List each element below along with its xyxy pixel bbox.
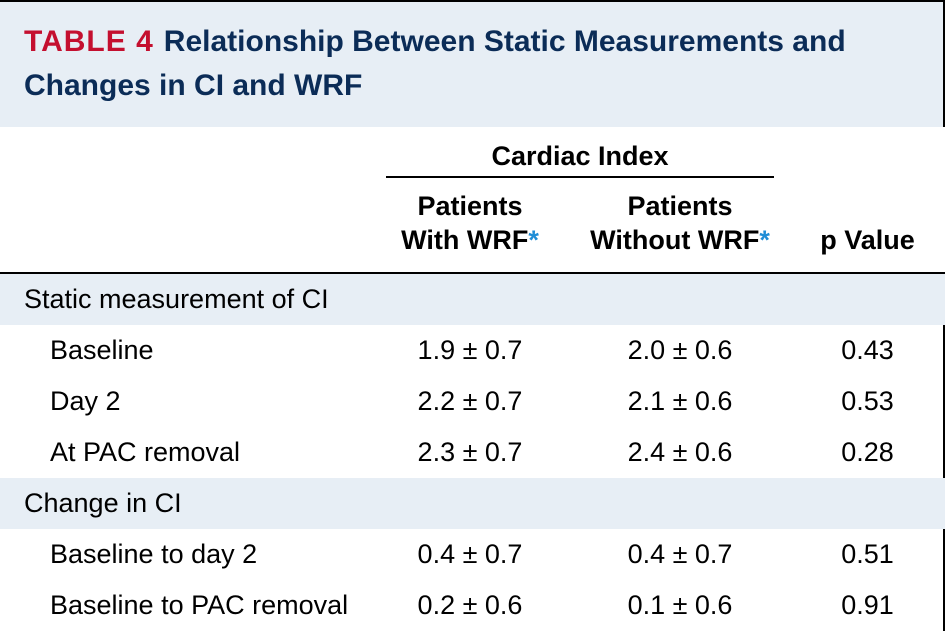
cell-pvalue: 0.91 xyxy=(790,580,945,631)
cell-with-wrf: 2.3 ± 0.7 xyxy=(370,427,570,478)
row-label: Baseline to day 2 xyxy=(0,529,370,580)
header-with-wrf: Patients With WRF* xyxy=(370,184,570,272)
table-container: TABLE 4Relationship Between Static Measu… xyxy=(0,0,945,631)
header-spanner: Cardiac Index xyxy=(370,127,790,184)
cell-without-wrf: 2.1 ± 0.6 xyxy=(570,376,790,427)
cell-pvalue: 0.43 xyxy=(790,325,945,376)
table-row: Baseline 1.9 ± 0.7 2.0 ± 0.6 0.43 xyxy=(0,325,945,376)
header-spanner-label: Cardiac Index xyxy=(491,141,668,176)
table-row: At PAC removal 2.3 ± 0.7 2.4 ± 0.6 0.28 xyxy=(0,427,945,478)
cell-without-wrf: 0.1 ± 0.6 xyxy=(570,580,790,631)
header-spanner-row: Cardiac Index xyxy=(0,127,945,184)
cell-without-wrf: 2.4 ± 0.6 xyxy=(570,427,790,478)
table-row: Baseline to PAC removal 0.2 ± 0.6 0.1 ± … xyxy=(0,580,945,631)
header-with-line2: With WRF xyxy=(401,225,528,255)
table-number: TABLE 4 xyxy=(24,25,154,58)
header-without-line1: Patients xyxy=(627,191,732,221)
row-label: Baseline to PAC removal xyxy=(0,580,370,631)
header-without-wrf: Patients Without WRF* xyxy=(570,184,790,272)
cell-without-wrf: 2.0 ± 0.6 xyxy=(570,325,790,376)
cell-with-wrf: 0.2 ± 0.6 xyxy=(370,580,570,631)
section-title: Static measurement of CI xyxy=(0,273,945,325)
header-pvalue: p Value xyxy=(790,184,945,272)
table-row: Baseline to day 2 0.4 ± 0.7 0.4 ± 0.7 0.… xyxy=(0,529,945,580)
cell-pvalue: 0.51 xyxy=(790,529,945,580)
asterisk-icon: * xyxy=(528,225,539,255)
row-label: Day 2 xyxy=(0,376,370,427)
cell-with-wrf: 0.4 ± 0.7 xyxy=(370,529,570,580)
header-spanner-rule xyxy=(386,176,774,178)
asterisk-icon: * xyxy=(759,225,770,255)
cell-pvalue: 0.28 xyxy=(790,427,945,478)
section-title: Change in CI xyxy=(0,478,945,529)
header-rowlabel-blank xyxy=(0,184,370,272)
table-caption: TABLE 4Relationship Between Static Measu… xyxy=(0,2,943,127)
data-table: Cardiac Index Patients With WRF* Patient… xyxy=(0,127,945,631)
section-header: Static measurement of CI xyxy=(0,273,945,325)
section-header: Change in CI xyxy=(0,478,945,529)
header-blank xyxy=(0,127,370,184)
header-without-line2: Without WRF xyxy=(590,225,759,255)
header-with-line1: Patients xyxy=(417,191,522,221)
cell-with-wrf: 2.2 ± 0.7 xyxy=(370,376,570,427)
header-columns-row: Patients With WRF* Patients Without WRF*… xyxy=(0,184,945,272)
cell-pvalue: 0.53 xyxy=(790,376,945,427)
table-row: Day 2 2.2 ± 0.7 2.1 ± 0.6 0.53 xyxy=(0,376,945,427)
row-label: At PAC removal xyxy=(0,427,370,478)
row-label: Baseline xyxy=(0,325,370,376)
cell-with-wrf: 1.9 ± 0.7 xyxy=(370,325,570,376)
header-blank-right xyxy=(790,127,945,184)
cell-without-wrf: 0.4 ± 0.7 xyxy=(570,529,790,580)
